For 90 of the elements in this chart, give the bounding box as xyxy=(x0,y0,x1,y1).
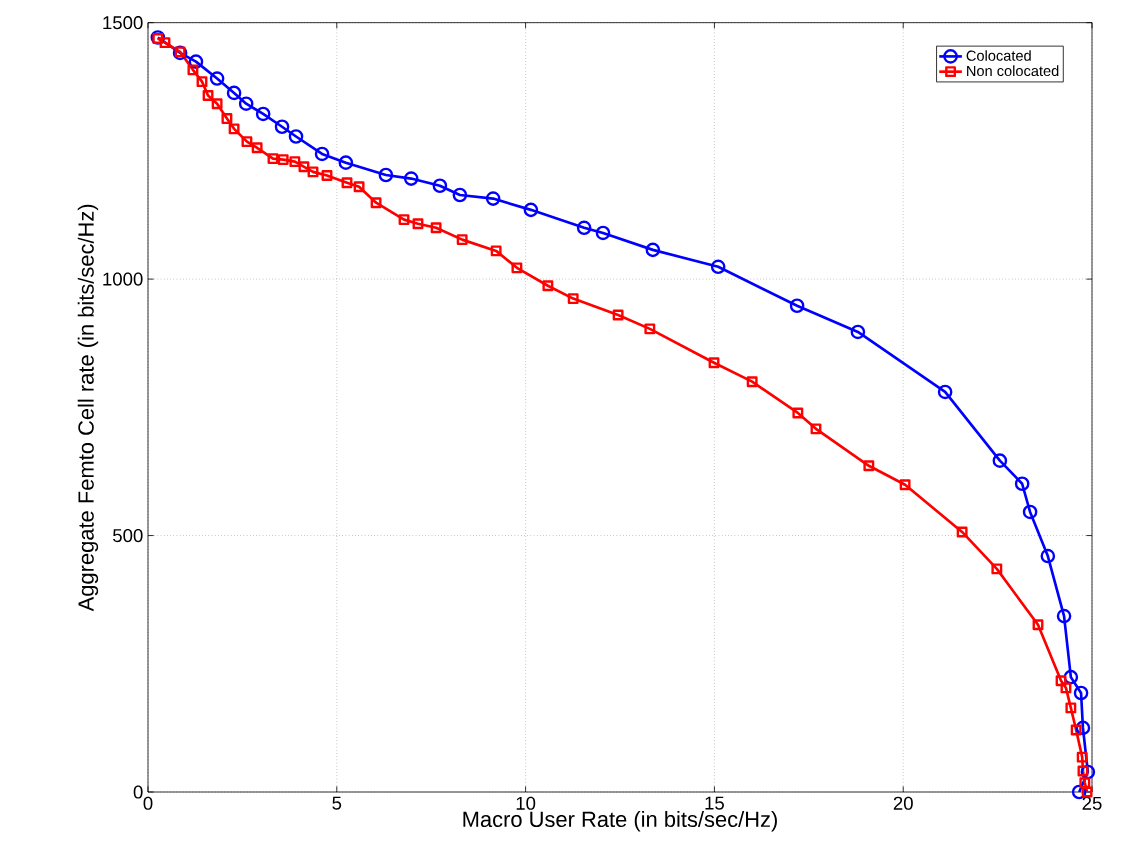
point xyxy=(1032,619,1044,631)
point xyxy=(523,202,539,218)
y-tick-label: 1000 xyxy=(103,272,143,286)
point xyxy=(277,154,289,166)
point xyxy=(430,222,442,234)
point xyxy=(644,323,656,335)
point xyxy=(1076,751,1088,763)
legend-label: Colocated xyxy=(966,50,1031,61)
point xyxy=(187,64,199,76)
point xyxy=(314,146,330,162)
point xyxy=(196,76,208,88)
point xyxy=(1014,476,1030,492)
point xyxy=(209,71,225,86)
point xyxy=(937,384,953,400)
point xyxy=(398,214,410,226)
x-tick-label: 10 xyxy=(516,796,536,810)
point xyxy=(241,136,253,148)
point xyxy=(542,280,554,292)
point xyxy=(1081,786,1093,798)
point xyxy=(1075,720,1091,736)
x-axis-title: Macro User Rate (in bits/sec/Hz) xyxy=(463,810,777,832)
point xyxy=(298,161,310,173)
point xyxy=(490,245,502,257)
point xyxy=(863,460,875,472)
point xyxy=(789,298,805,314)
point xyxy=(267,153,279,165)
point xyxy=(255,106,271,122)
point xyxy=(378,167,394,183)
point xyxy=(612,309,624,321)
point xyxy=(202,90,214,101)
point xyxy=(991,563,1003,575)
point xyxy=(321,170,333,181)
point xyxy=(288,129,304,144)
point xyxy=(1070,724,1082,736)
point xyxy=(1073,685,1089,701)
point xyxy=(1055,675,1067,687)
point xyxy=(289,156,301,168)
point xyxy=(567,293,579,305)
point xyxy=(899,479,911,491)
x-tick-label: 25 xyxy=(1082,796,1102,810)
y-tick-label: 500 xyxy=(113,528,143,543)
point xyxy=(159,37,171,49)
point xyxy=(412,218,424,230)
point xyxy=(338,155,354,170)
x-tick-label: 15 xyxy=(705,796,724,810)
x-tick-label: 0 xyxy=(143,796,153,810)
point xyxy=(370,197,382,209)
point xyxy=(226,85,242,101)
point xyxy=(710,259,726,275)
point xyxy=(1060,682,1072,694)
point xyxy=(432,178,448,194)
y-tick-label: 1500 xyxy=(103,16,143,30)
point xyxy=(274,119,290,135)
point xyxy=(956,526,968,538)
point xyxy=(456,234,468,246)
point xyxy=(595,225,611,241)
legend-label: Non colocated xyxy=(967,65,1059,77)
point xyxy=(645,242,661,258)
point xyxy=(353,181,365,193)
point xyxy=(1080,764,1096,780)
point xyxy=(251,142,263,154)
point xyxy=(485,191,501,206)
point xyxy=(992,453,1008,468)
point xyxy=(341,177,353,189)
point xyxy=(576,220,592,236)
point xyxy=(228,123,240,135)
point xyxy=(511,262,523,274)
point xyxy=(810,423,822,435)
point xyxy=(1022,504,1038,520)
point xyxy=(792,407,804,419)
point xyxy=(403,171,419,186)
x-tick-label: 20 xyxy=(893,796,913,810)
point xyxy=(1077,765,1089,777)
x-tick-label: 5 xyxy=(332,796,342,810)
point xyxy=(188,54,204,69)
point xyxy=(708,357,720,369)
point xyxy=(1056,608,1072,624)
point xyxy=(221,113,233,125)
point xyxy=(1065,702,1077,714)
point xyxy=(1079,777,1091,789)
point xyxy=(307,166,319,178)
point xyxy=(211,98,223,110)
point xyxy=(850,324,866,340)
point xyxy=(746,376,758,388)
y-tick-label: 0 xyxy=(133,785,143,799)
y-axis-title: Aggregate Femto Cell rate (in bits/sec/Hz) xyxy=(77,204,99,612)
point xyxy=(452,187,468,203)
point xyxy=(1063,669,1079,685)
point xyxy=(1040,548,1056,564)
point xyxy=(238,96,254,112)
